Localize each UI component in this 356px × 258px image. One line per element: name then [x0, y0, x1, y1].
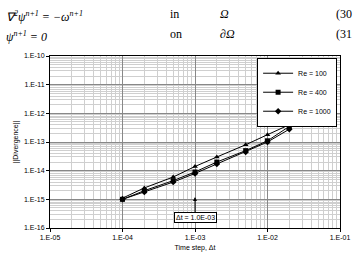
svg-text:1.E-12: 1.E-12 — [24, 110, 45, 117]
svg-text:1.E-04: 1.E-04 — [112, 234, 133, 241]
html-text:∂Ω: ∂Ω — [220, 27, 235, 41]
svg-text:Re = 100: Re = 100 — [298, 70, 327, 77]
svg-text:1.E-11: 1.E-11 — [24, 81, 44, 88]
html-text:in: in — [170, 7, 180, 21]
svg-text:Re = 1000: Re = 1000 — [298, 108, 331, 115]
html-text:∇2ψn+1= −ωn+1: ∇2ψn+1= −ωn+1 — [6, 9, 83, 24]
svg-text:1.E-10: 1.E-10 — [24, 52, 45, 59]
svg-text:1.E-15: 1.E-15 — [24, 196, 45, 203]
html-text:on: on — [170, 27, 182, 41]
svg-text:Re = 400: Re = 400 — [298, 89, 327, 96]
html-text:(31: (31 — [336, 27, 352, 41]
svg-text:1.E-13: 1.E-13 — [24, 138, 45, 145]
html-text:ψn+1= 0: ψn+1= 0 — [6, 29, 47, 44]
svg-text:Δt = 1.0E-03: Δt = 1.0E-03 — [176, 214, 215, 221]
svg-text:||Divergence||: ||Divergence|| — [12, 120, 20, 163]
svg-text:1.E-03: 1.E-03 — [185, 234, 206, 241]
svg-text:1.E-01: 1.E-01 — [330, 234, 351, 241]
svg-text:1.E-02: 1.E-02 — [257, 234, 278, 241]
svg-text:1.E-16: 1.E-16 — [24, 224, 45, 231]
svg-text:1.E-14: 1.E-14 — [24, 167, 45, 174]
svg-text:Time step, Δt: Time step, Δt — [175, 244, 216, 252]
html-text:(30: (30 — [336, 7, 352, 21]
html-text:Ω: Ω — [220, 7, 229, 21]
svg-text:1.E-05: 1.E-05 — [40, 234, 61, 241]
